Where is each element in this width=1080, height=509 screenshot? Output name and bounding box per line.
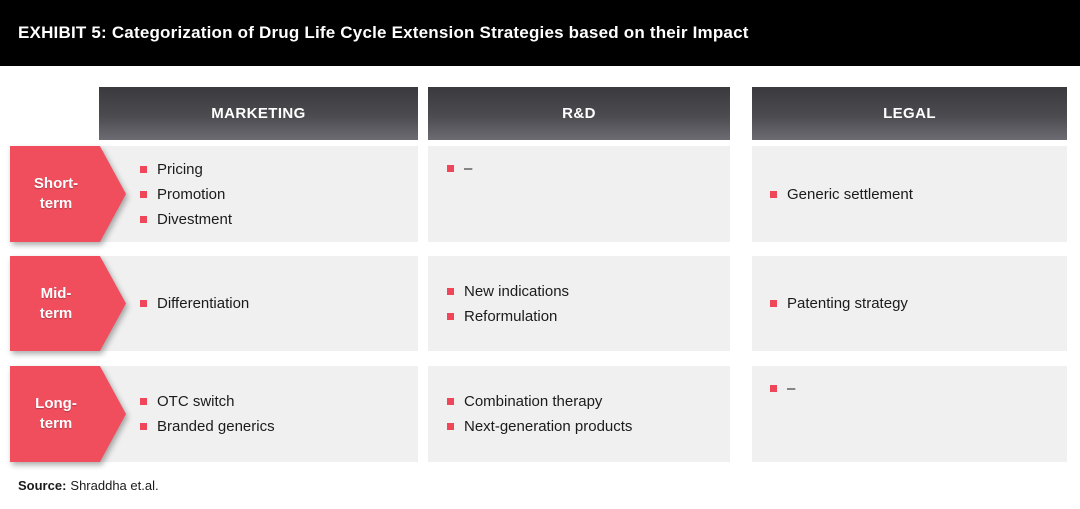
bullet-square-icon (140, 300, 147, 307)
row-mid-term: Mid- term Differentiation New indication… (0, 256, 1080, 351)
cell-short-term-rd: – (428, 146, 730, 242)
bullet-square-icon (770, 190, 777, 198)
bullet-square-icon (140, 423, 147, 430)
cell-short-term-legal: Generic settlement (752, 146, 1067, 242)
cell-long-term-legal: – (752, 366, 1067, 462)
strategy-item: – (447, 156, 730, 181)
row-label-line2: term (39, 304, 73, 322)
arrow-shape: Short- term (10, 146, 126, 242)
cell-short-term-marketing: Pricing Promotion Divestment (99, 146, 418, 242)
strategy-item: Generic settlement (770, 182, 1067, 207)
bullet-square-icon (447, 165, 454, 172)
arrow-shape: Long- term (10, 366, 126, 462)
strategy-item: OTC switch (140, 389, 418, 414)
column-header-marketing: MARKETING (99, 87, 418, 140)
strategy-item: Promotion (140, 182, 418, 207)
cell-long-term-rd: Combination therapy Next-generation prod… (428, 366, 730, 462)
row-label-long-term: Long- term (10, 366, 126, 462)
row-short-term: Short- term Pricing Promotion Divestment… (0, 146, 1080, 242)
cell-long-term-marketing: OTC switch Branded generics (99, 366, 418, 462)
title-bar: EXHIBIT 5: Categorization of Drug Life C… (0, 0, 1080, 66)
exhibit-title: EXHIBIT 5: Categorization of Drug Life C… (18, 23, 749, 42)
bullet-square-icon (140, 165, 147, 173)
strategy-item: Pricing (140, 157, 418, 182)
bullet-square-icon (770, 300, 777, 307)
column-headers: MARKETING R&D LEGAL (99, 87, 1067, 140)
source-text: Shraddha et.al. (70, 478, 159, 493)
row-label-short-term: Short- term (10, 146, 126, 242)
matrix-board: MARKETING R&D LEGAL Short- term Pricing … (0, 66, 1080, 509)
bullet-square-icon (140, 215, 147, 223)
cell-mid-term-rd: New indications Reformulation (428, 256, 730, 351)
strategy-item: Next-generation products (447, 414, 730, 439)
row-long-term: Long- term OTC switch Branded generics C… (0, 366, 1080, 462)
strategy-item: New indications (447, 279, 730, 304)
strategy-item: Branded generics (140, 414, 418, 439)
bullet-square-icon (140, 190, 147, 198)
bullet-square-icon (447, 287, 454, 295)
row-label-line1: Mid- (40, 284, 72, 302)
strategy-item: Reformulation (447, 304, 730, 329)
row-label-line1: Long- (35, 395, 77, 412)
column-header-rd: R&D (428, 87, 730, 140)
bullet-square-icon (140, 398, 147, 405)
strategy-item: Combination therapy (447, 389, 730, 414)
strategy-item: Patenting strategy (770, 291, 1067, 316)
bullet-square-icon (447, 398, 454, 405)
column-header-legal: LEGAL (752, 87, 1067, 140)
row-label-line2: term (39, 415, 73, 432)
bullet-square-icon (447, 423, 454, 430)
source-note: Source: Shraddha et.al. (18, 478, 159, 493)
cell-mid-term-marketing: Differentiation (99, 256, 418, 351)
source-label: Source: (18, 478, 67, 493)
row-label-line1: Short- (33, 175, 79, 192)
cell-mid-term-legal: Patenting strategy (752, 256, 1067, 351)
strategy-item: Divestment (140, 207, 418, 232)
row-label-line2: term (39, 195, 73, 212)
strategy-item: – (770, 376, 1067, 401)
strategy-item: Differentiation (140, 291, 418, 316)
row-label-mid-term: Mid- term (10, 256, 126, 351)
arrow-shape: Mid- term (10, 256, 126, 351)
bullet-square-icon (447, 312, 454, 320)
bullet-square-icon (770, 385, 777, 392)
